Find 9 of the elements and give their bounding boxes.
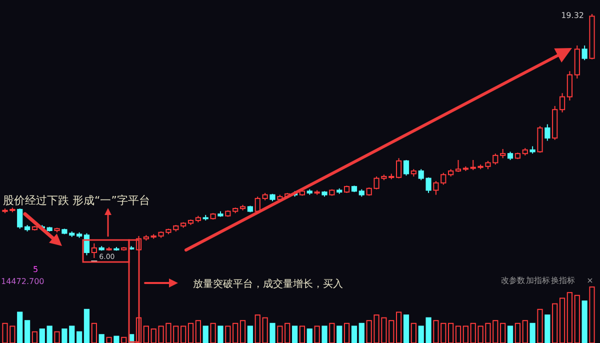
text: × <box>586 276 594 285</box>
annotation: 19.32 <box>561 11 584 20</box>
text: 改参数 <box>501 276 525 285</box>
annotation: 股价经过下跌 形成“一”字平台 <box>3 194 150 207</box>
annotation: 放量突破平台，成交量增长，买入 <box>193 278 343 290</box>
text: 加指标 <box>526 276 550 285</box>
text: 换指标 <box>551 276 575 285</box>
text: 5 <box>33 265 38 274</box>
text: 14472.700 <box>1 277 44 286</box>
